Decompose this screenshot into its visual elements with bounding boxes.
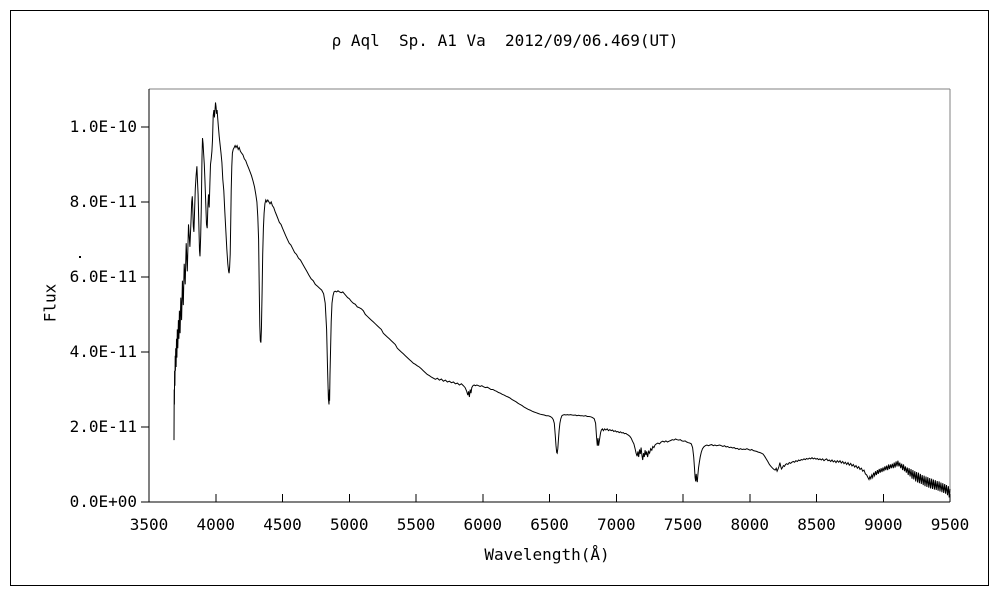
x-tick-label: 7500 [663,515,703,534]
x-tick-label: 9500 [930,515,970,534]
y-tick-label: 4.0E-11 [69,341,137,361]
x-tick-label: 9000 [863,515,903,534]
y-tick-label: 8.0E-11 [69,191,137,211]
x-tick-label: 3500 [129,515,169,534]
x-tick-label: 6000 [463,515,503,534]
x-tick-label: 4500 [263,515,302,534]
spectrum-curve [173,102,951,498]
x-tick-label: 8000 [730,515,770,534]
y-tick-label: 6.0E-11 [69,266,137,286]
x-tick-label: 7000 [596,515,636,534]
x-tick-label: 5500 [396,515,436,534]
x-tick-label: 4000 [196,515,236,534]
y-tick-label: 0.0E+00 [69,492,137,511]
y-tick-label: 1.0E-10 [69,116,137,136]
x-axis-title: Wavelength(Å) [484,545,610,564]
x-tick-label: 8500 [797,515,836,534]
stray-dot [79,256,81,258]
x-tick-label: 5000 [329,515,369,534]
y-tick-label: 2.0E-11 [69,416,137,436]
chart-title: ρ Aql Sp. A1 Va 2012/09/06.469(UT) [331,31,679,50]
x-tick-label: 6500 [530,515,569,534]
